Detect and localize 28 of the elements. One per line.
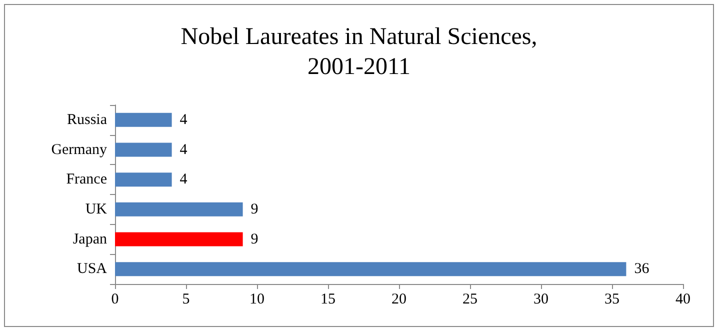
- data-label: 4: [180, 172, 188, 188]
- data-label: 4: [180, 142, 188, 158]
- x-tick-label: 5: [182, 292, 190, 308]
- y-tick-label: UK: [85, 201, 108, 218]
- data-label: 4: [180, 112, 188, 128]
- x-tick-label: 15: [320, 292, 336, 308]
- data-label: 36: [634, 261, 650, 278]
- x-tick-label: 40: [676, 292, 690, 308]
- data-label: 9: [250, 231, 258, 248]
- data-label: 9: [250, 201, 258, 218]
- x-tick-label: 25: [462, 292, 478, 308]
- bar: [115, 172, 172, 187]
- x-tick-label: 10: [250, 292, 264, 308]
- x-tick-label: 20: [392, 292, 406, 308]
- bar: [115, 262, 626, 276]
- bar: [115, 142, 172, 157]
- chart-title: Nobel Laureates in Natural Sciences, 2001-2011: [180, 24, 538, 80]
- y-tick-label: France: [66, 172, 108, 188]
- x-tick-label: 35: [604, 292, 620, 308]
- y-tick-label: USA: [76, 261, 108, 278]
- bar: [115, 232, 243, 246]
- bar: [115, 202, 243, 216]
- y-tick-label: Germany: [51, 142, 108, 158]
- y-tick-label: Russia: [66, 112, 108, 128]
- bar: [115, 112, 172, 127]
- x-tick-label: 30: [534, 292, 548, 308]
- y-tick-label: Japan: [72, 231, 108, 248]
- x-tick-label: 0: [111, 292, 119, 308]
